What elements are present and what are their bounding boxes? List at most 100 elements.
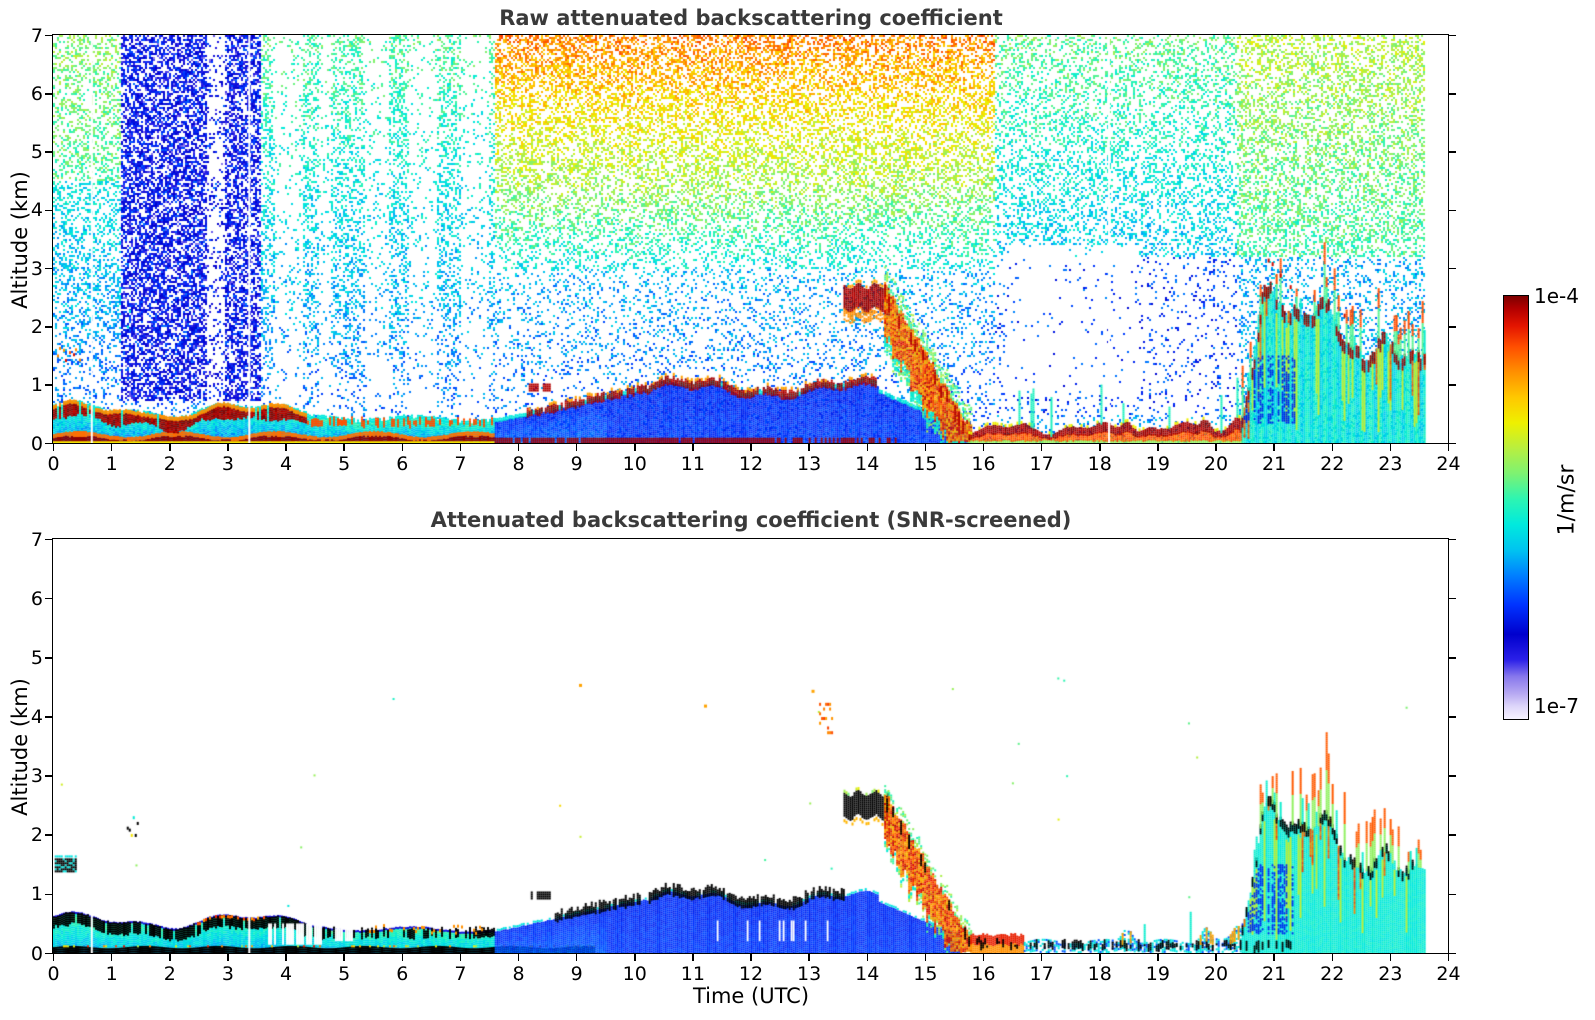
y-tick-label: 0 bbox=[30, 432, 43, 455]
y-tick-label: 7 bbox=[30, 24, 43, 47]
y-axis-label-screened: Altitude (km) bbox=[8, 678, 32, 816]
x-tick-label: 20 bbox=[1203, 962, 1229, 985]
x-tick bbox=[866, 443, 868, 451]
y-tick bbox=[1448, 384, 1456, 386]
x-tick bbox=[750, 443, 752, 451]
x-tick-label: 24 bbox=[1436, 962, 1461, 985]
x-tick-label: 10 bbox=[622, 962, 647, 985]
colorbar-units-label: 1/m/sr bbox=[1554, 464, 1580, 536]
colorbar-min-label: 1e-7 bbox=[1534, 694, 1579, 718]
y-tick bbox=[1448, 93, 1456, 95]
x-tick bbox=[1215, 443, 1217, 451]
x-tick-label: 4 bbox=[279, 962, 293, 985]
x-tick bbox=[110, 953, 113, 961]
x-tick bbox=[634, 443, 636, 451]
x-tick-label: 17 bbox=[1029, 962, 1054, 985]
x-tick-label: 2 bbox=[163, 452, 176, 475]
x-tick-label: 24 bbox=[1436, 452, 1461, 475]
y-tick bbox=[1448, 209, 1456, 212]
x-tick-label: 8 bbox=[512, 962, 525, 985]
x-tick bbox=[517, 953, 520, 961]
x-tick-label: 23 bbox=[1378, 962, 1403, 985]
x-tick bbox=[169, 953, 171, 961]
x-tick bbox=[808, 443, 810, 451]
x-tick bbox=[1099, 443, 1101, 451]
x-tick bbox=[1331, 443, 1333, 451]
x-tick bbox=[634, 953, 636, 961]
x-tick bbox=[808, 953, 810, 961]
x-tick-label: 14 bbox=[855, 962, 880, 985]
y-tick-label: 0 bbox=[30, 942, 43, 965]
x-tick-label: 14 bbox=[855, 452, 880, 475]
x-axis-label: Time (UTC) bbox=[692, 984, 810, 1008]
x-tick bbox=[982, 953, 985, 961]
x-tick bbox=[110, 443, 113, 451]
x-tick-label: 1 bbox=[105, 452, 118, 475]
x-tick bbox=[982, 443, 985, 451]
x-tick bbox=[1099, 953, 1101, 961]
x-tick-label: 7 bbox=[454, 962, 467, 985]
y-tick-label: 5 bbox=[30, 141, 43, 164]
y-tick bbox=[45, 952, 52, 955]
x-tick-label: 18 bbox=[1087, 962, 1112, 985]
x-tick-label: 4 bbox=[279, 452, 293, 475]
panel-raw bbox=[52, 34, 1449, 444]
x-tick bbox=[924, 443, 927, 451]
y-tick bbox=[1448, 34, 1456, 37]
x-tick-label: 12 bbox=[738, 452, 764, 475]
panel-screened bbox=[52, 538, 1449, 954]
x-tick bbox=[692, 443, 694, 451]
x-tick bbox=[1157, 953, 1159, 961]
panel-screened-heatmap bbox=[53, 539, 1448, 953]
y-tick bbox=[45, 893, 52, 896]
y-tick bbox=[45, 657, 52, 659]
x-tick-label: 13 bbox=[797, 962, 822, 985]
y-tick-label: 3 bbox=[30, 257, 43, 280]
y-tick-label: 2 bbox=[30, 824, 43, 847]
x-tick bbox=[692, 953, 694, 961]
y-tick bbox=[45, 93, 52, 95]
x-tick-label: 13 bbox=[797, 452, 822, 475]
y-tick bbox=[1448, 538, 1456, 541]
x-tick-label: 16 bbox=[971, 962, 996, 985]
x-tick-label: 22 bbox=[1320, 452, 1345, 475]
x-tick bbox=[1040, 443, 1043, 451]
x-tick-label: 0 bbox=[47, 452, 60, 475]
y-tick bbox=[1448, 952, 1456, 955]
panel-raw-title: Raw attenuated backscattering coefficien… bbox=[499, 6, 1003, 30]
x-tick bbox=[52, 443, 55, 451]
y-tick bbox=[45, 326, 52, 328]
y-tick bbox=[45, 267, 52, 270]
x-tick bbox=[1389, 443, 1392, 451]
y-tick-label: 4 bbox=[30, 199, 43, 222]
y-tick bbox=[45, 834, 52, 836]
x-tick-label: 1 bbox=[105, 962, 118, 985]
y-tick bbox=[1448, 597, 1456, 600]
x-tick bbox=[866, 953, 868, 961]
x-tick bbox=[227, 953, 229, 961]
y-tick bbox=[1448, 834, 1456, 836]
x-tick-label: 15 bbox=[913, 452, 938, 475]
y-tick bbox=[1448, 657, 1456, 659]
panel-screened-title: Attenuated backscattering coefficient (S… bbox=[430, 508, 1072, 532]
x-tick-label: 19 bbox=[1145, 452, 1170, 475]
x-tick bbox=[575, 953, 578, 961]
x-tick bbox=[52, 953, 55, 961]
x-tick bbox=[1331, 953, 1333, 961]
y-tick bbox=[45, 384, 52, 386]
panel-raw-heatmap bbox=[53, 35, 1448, 443]
x-tick bbox=[343, 443, 345, 451]
colorbar-max-label: 1e-4 bbox=[1534, 284, 1579, 308]
x-tick-label: 21 bbox=[1262, 452, 1287, 475]
y-tick bbox=[1448, 267, 1456, 270]
x-tick-label: 3 bbox=[221, 452, 234, 475]
x-tick-label: 3 bbox=[221, 962, 234, 985]
y-tick bbox=[45, 597, 52, 600]
y-tick-label: 6 bbox=[30, 587, 43, 610]
y-tick bbox=[45, 34, 52, 37]
x-tick bbox=[1447, 443, 1450, 451]
x-tick-label: 8 bbox=[512, 452, 525, 475]
y-tick bbox=[45, 538, 52, 541]
x-tick-label: 11 bbox=[680, 962, 705, 985]
